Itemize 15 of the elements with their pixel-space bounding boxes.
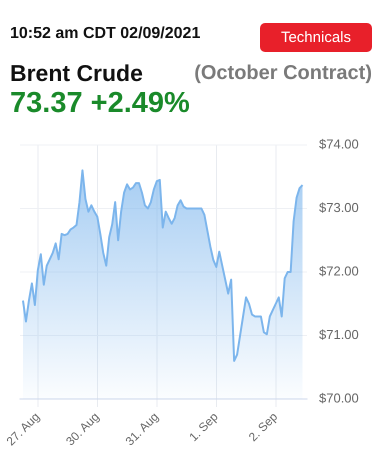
text: 10:52 am CDT 02/09/2021	[10, 25, 200, 43]
y-tick-label: $72.00	[319, 264, 359, 279]
x-tick-label: 27. Aug	[4, 410, 42, 448]
x-tick-label: 2. Sep	[246, 409, 280, 444]
y-tick-label: $70.00	[319, 390, 359, 406]
chart-subtitle: (October Contract)	[194, 62, 372, 85]
text: 73.37 +2.49%	[10, 87, 190, 120]
x-tick-label: 1. Sep	[186, 409, 221, 444]
x-tick-label: 30. Aug	[63, 410, 102, 448]
y-tick-label: $73.00	[319, 200, 359, 216]
x-tick-label: 31. Aug	[122, 410, 162, 448]
y-tick-label: $71.00	[319, 327, 359, 342]
technicals-button[interactable]: Technicals	[260, 23, 372, 52]
y-tick-label: $74.00	[319, 136, 359, 152]
chart-title: Brent Crude	[10, 60, 143, 87]
